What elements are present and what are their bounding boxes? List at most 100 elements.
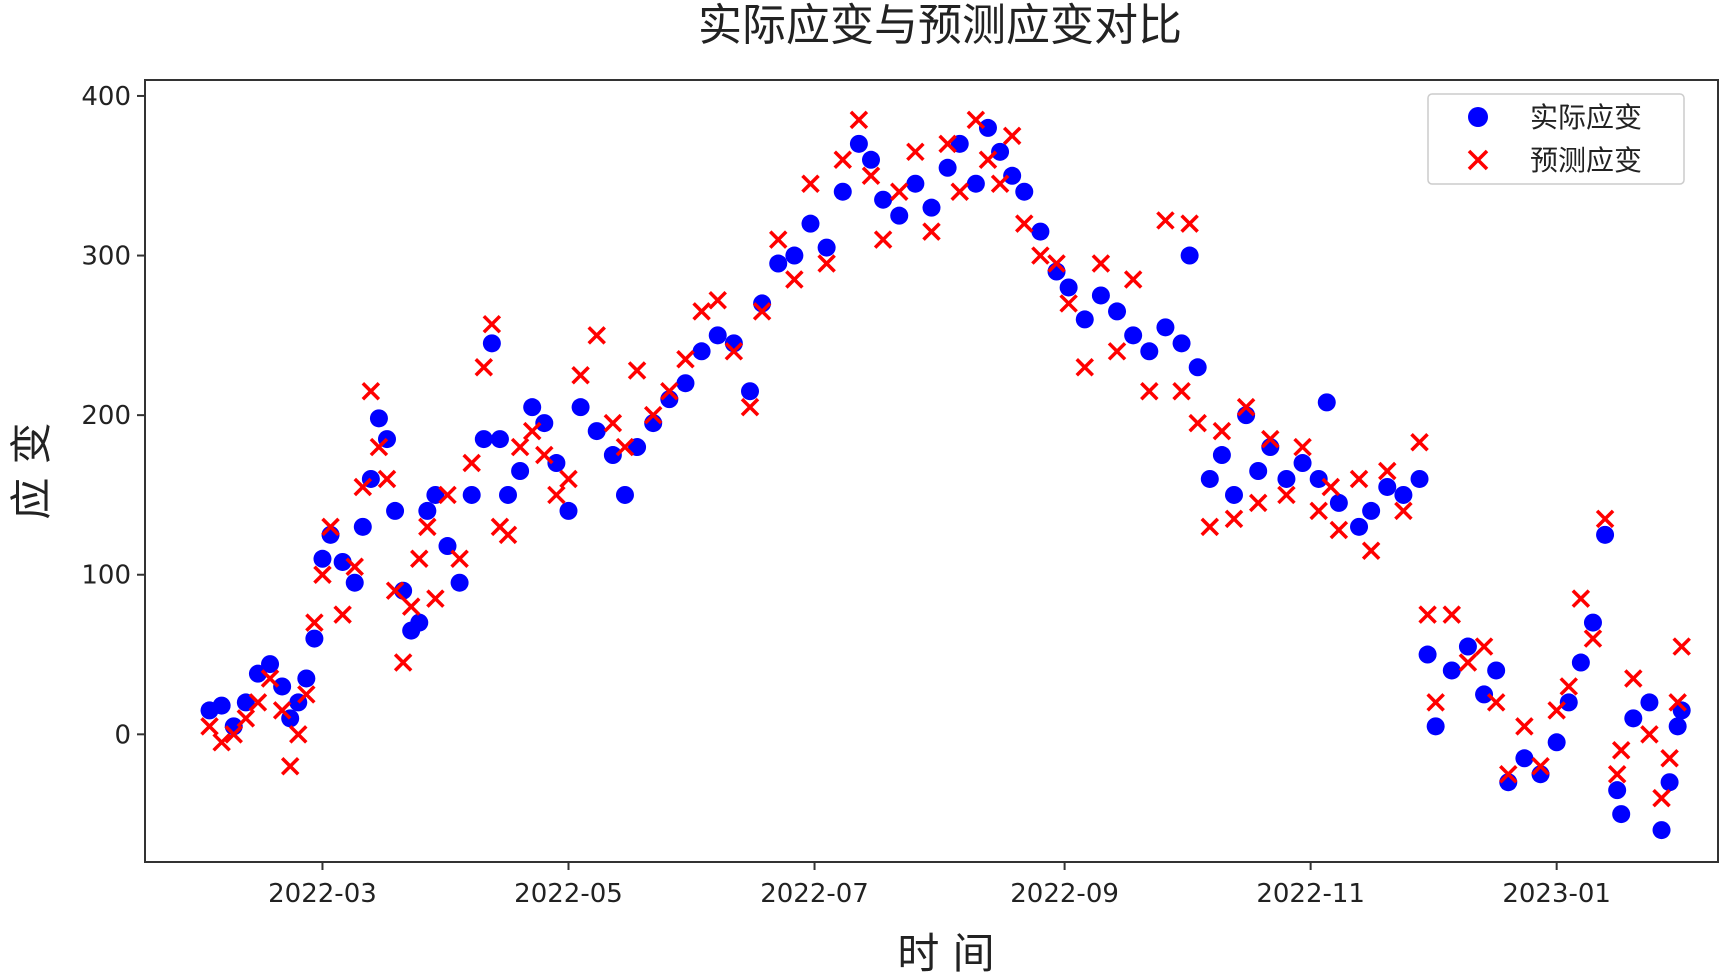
- predicted-point: [873, 230, 893, 249]
- actual-point: [1317, 393, 1336, 412]
- predicted-point: [603, 413, 623, 433]
- actual-point: [1612, 805, 1631, 824]
- actual-point: [991, 142, 1010, 161]
- actual-point: [1329, 493, 1348, 512]
- actual-point: [386, 501, 405, 520]
- actual-point: [874, 190, 893, 209]
- actual-point: [1458, 637, 1477, 656]
- actual-point: [523, 398, 542, 417]
- predicted-point: [950, 182, 969, 201]
- y-tick-label: 100: [81, 561, 131, 591]
- actual-point: [1188, 358, 1207, 377]
- actual-point: [1475, 685, 1494, 704]
- actual-point: [571, 398, 590, 417]
- actual-point: [1031, 222, 1050, 241]
- actual-point: [1124, 326, 1143, 345]
- predicted-point: [889, 182, 909, 201]
- predicted-point: [740, 397, 760, 417]
- predicted-point: [1361, 541, 1381, 561]
- predicted-point: [1123, 270, 1143, 289]
- predicted-point: [768, 230, 788, 249]
- predicted-point: [978, 150, 998, 170]
- x-tick-label: 2022-03: [268, 879, 377, 909]
- actual-point: [1172, 334, 1191, 353]
- predicted-point: [547, 485, 566, 505]
- predicted-point: [1277, 485, 1296, 505]
- predicted-point: [922, 222, 941, 241]
- predicted-point: [289, 725, 308, 744]
- predicted-point: [377, 469, 397, 489]
- predicted-point: [906, 142, 925, 162]
- predicted-point: [1309, 501, 1328, 521]
- predicted-point: [450, 549, 469, 569]
- legend-marker-actual: [1468, 107, 1488, 127]
- legend-label-actual: 实际应变: [1530, 101, 1642, 134]
- actual-point: [1571, 653, 1590, 672]
- predicted-point: [785, 270, 804, 289]
- predicted-point: [849, 110, 869, 130]
- y-tick-label: 400: [81, 82, 131, 112]
- actual-point: [1249, 462, 1268, 480]
- predicted-point: [1031, 246, 1050, 265]
- x-tick-label: 2023-01: [1502, 879, 1611, 909]
- legend: 实际应变 预测应变: [1427, 93, 1685, 185]
- predicted-point: [345, 557, 364, 576]
- predicted-point: [401, 597, 421, 616]
- predicted-point: [1624, 669, 1643, 688]
- actual-point: [1547, 733, 1566, 752]
- actual-point: [1212, 446, 1231, 465]
- actual-point: [369, 409, 388, 428]
- actual-point: [1668, 717, 1687, 736]
- predicted-point: [212, 733, 231, 752]
- actual-point: [273, 677, 292, 696]
- actual-point: [1672, 701, 1691, 720]
- predicted-point: [474, 358, 494, 377]
- predicted-point: [1458, 653, 1478, 672]
- predicted-point: [1172, 381, 1191, 401]
- actual-point: [261, 655, 280, 674]
- predicted-point: [1236, 397, 1256, 417]
- x-axis: 2022-03 2022-05 2022-07 2022-09 2022-11 2023-…: [268, 862, 1611, 909]
- predicted-point: [385, 581, 405, 600]
- actual-point: [833, 182, 852, 201]
- actual-point: [410, 613, 429, 632]
- actual-point: [1277, 469, 1296, 488]
- predicted-point: [313, 565, 332, 584]
- predicted-point: [1091, 254, 1111, 273]
- actual-point: [1156, 318, 1175, 337]
- actual-point: [1583, 613, 1602, 632]
- predicted-point: [1426, 693, 1445, 712]
- predicted-point: [1547, 701, 1566, 720]
- actual-point: [708, 326, 727, 345]
- predicted-point: [1515, 717, 1534, 736]
- actual-point: [801, 214, 820, 233]
- predicted-point: [1156, 211, 1175, 230]
- predicted-point: [438, 485, 457, 505]
- predicted-point: [200, 717, 219, 736]
- y-tick-label: 0: [114, 720, 131, 750]
- actual-point: [587, 422, 606, 441]
- predicted-point: [1583, 629, 1603, 648]
- predicted-point: [1486, 693, 1506, 712]
- predicted-point: [321, 517, 340, 537]
- predicted-point: [426, 589, 445, 608]
- predicted-point: [393, 653, 413, 672]
- predicted-point: [510, 437, 530, 457]
- actual-point: [785, 246, 804, 265]
- actual-point: [603, 446, 622, 465]
- predicted-point: [1212, 421, 1232, 441]
- predicted-point: [1474, 637, 1494, 656]
- chart-title: 实际应变与预测应变对比: [698, 0, 1182, 51]
- actual-point: [1091, 286, 1110, 305]
- actual-point: [462, 485, 481, 504]
- predicted-point: [248, 693, 268, 712]
- predicted-point: [1660, 749, 1679, 768]
- predicted-point: [482, 314, 502, 334]
- predicted-point: [1531, 757, 1550, 776]
- predicted-point: [1499, 764, 1518, 784]
- predicted-point: [990, 174, 1010, 193]
- actual-point: [305, 629, 324, 648]
- actual-point: [741, 382, 759, 401]
- predicted-point: [1329, 520, 1349, 540]
- predicted-point: [1394, 501, 1413, 521]
